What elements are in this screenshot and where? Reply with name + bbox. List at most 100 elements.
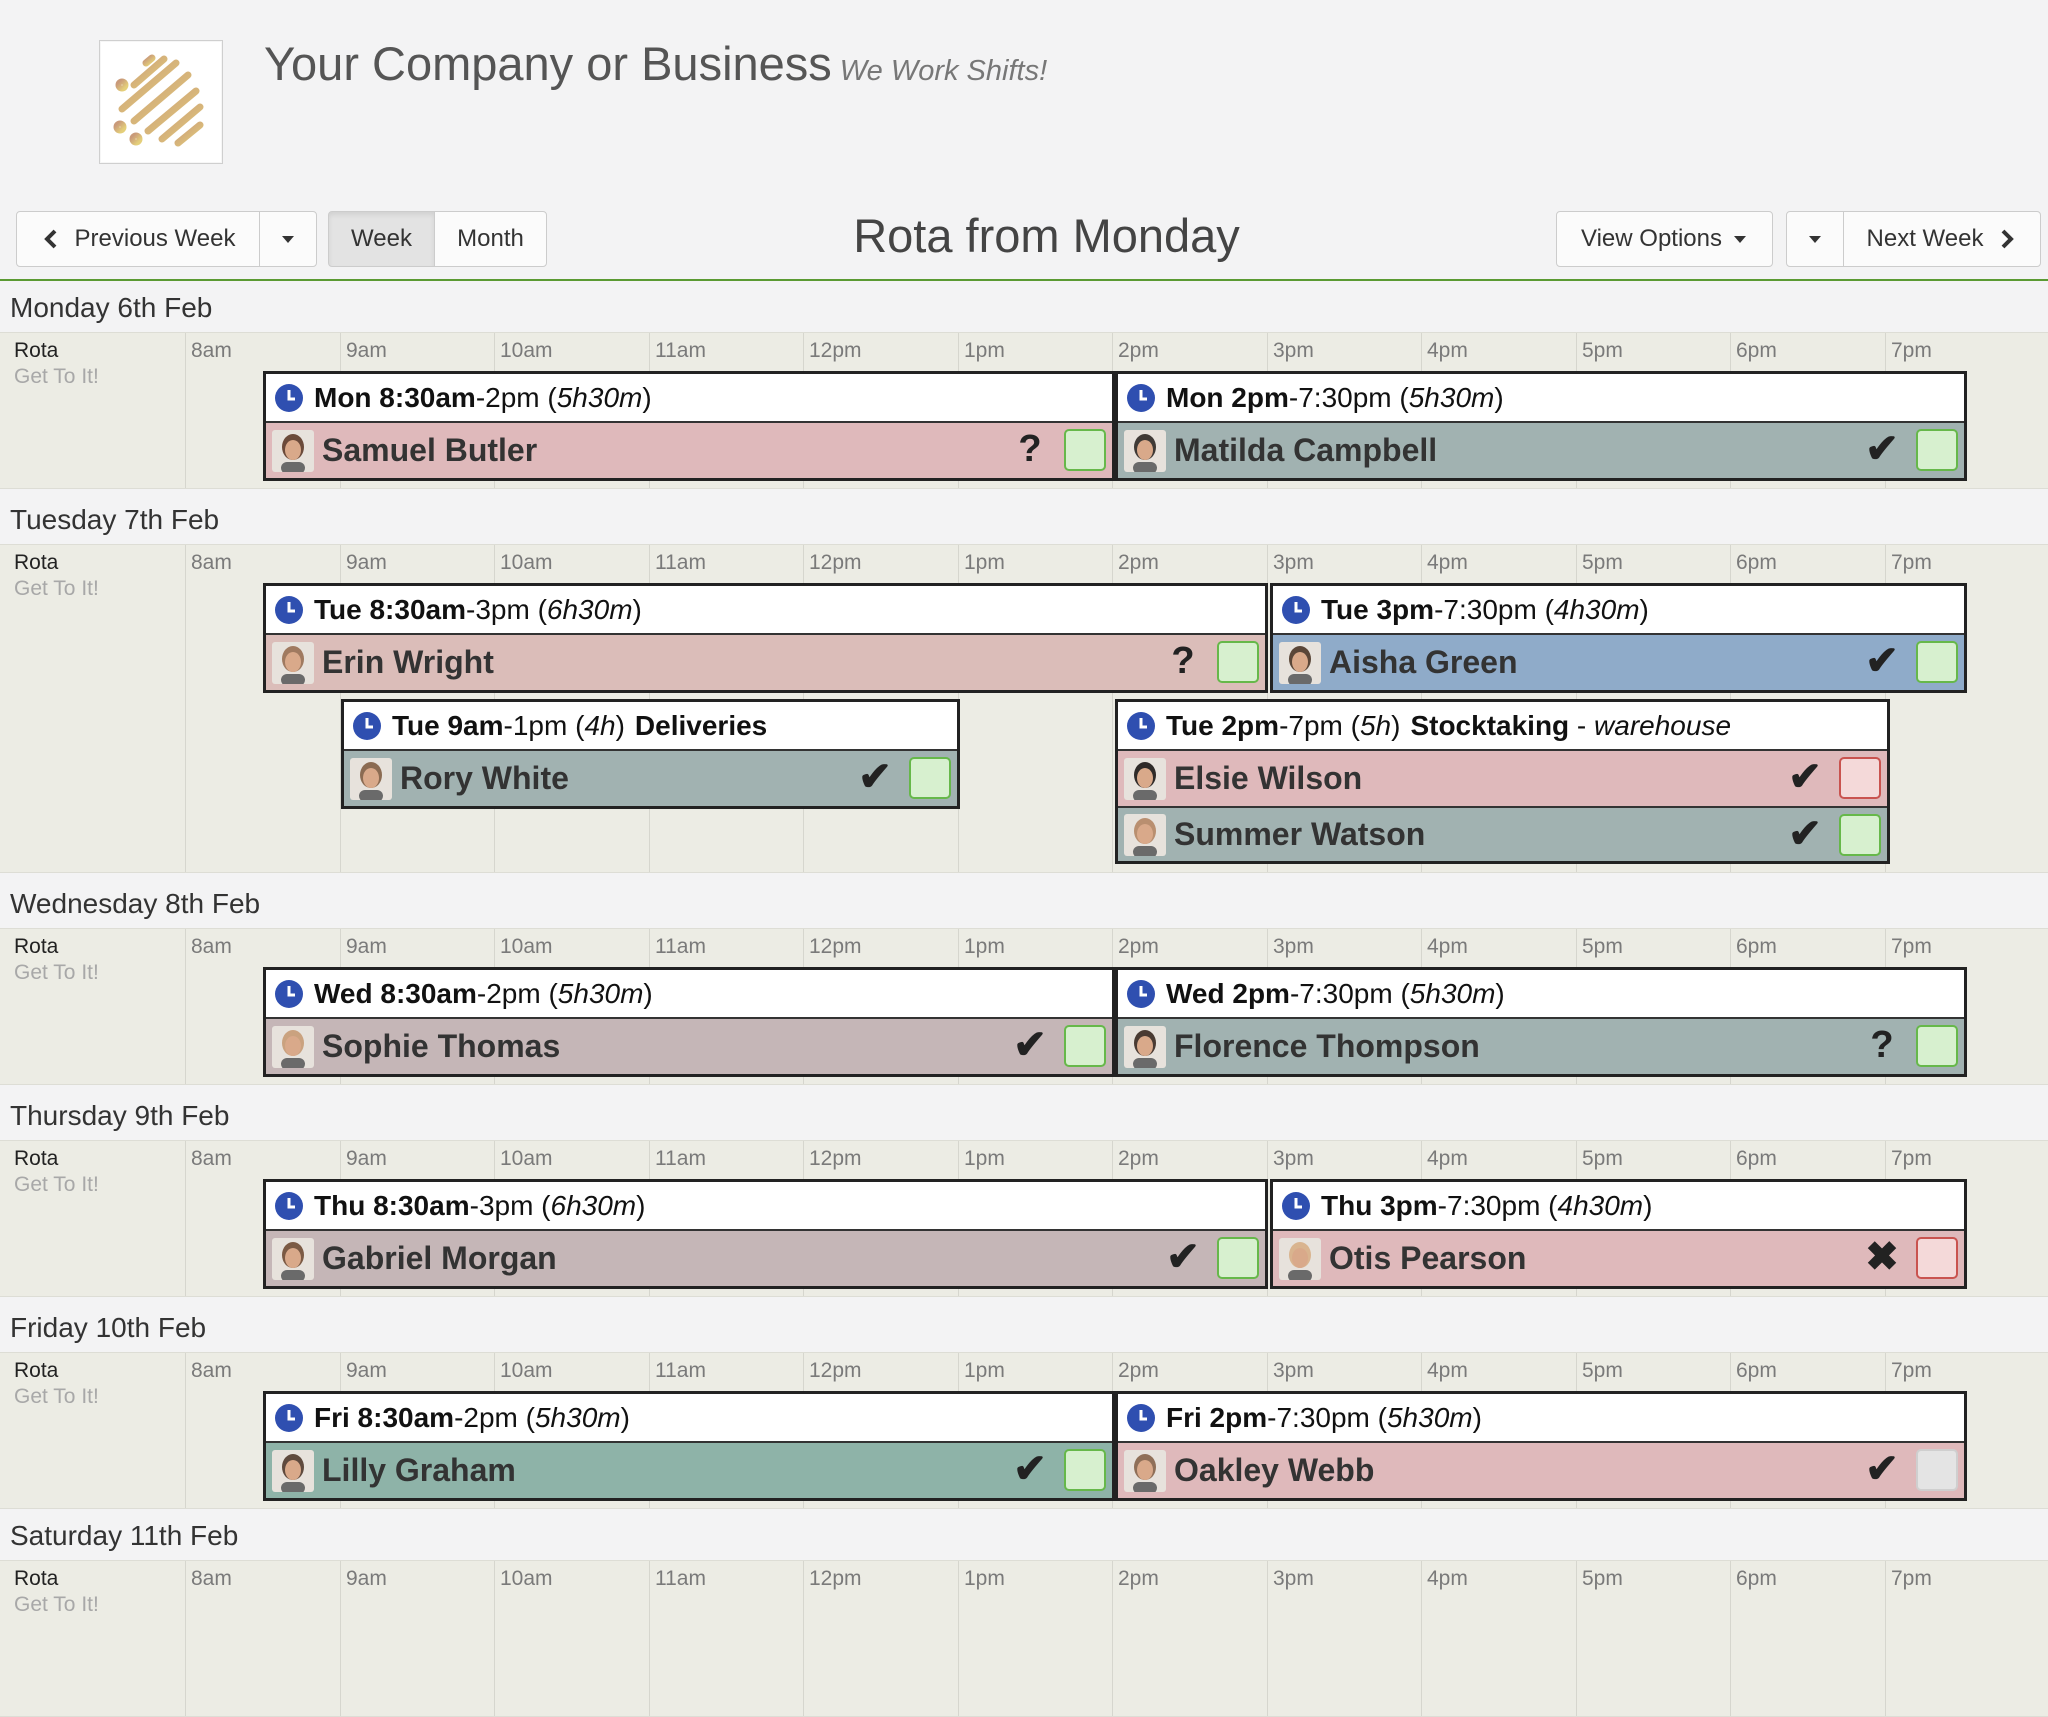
shift-card[interactable]: Mon 8:30am -2pm (5h30m) Samuel Butler?	[263, 371, 1115, 481]
person-name[interactable]: Erin Wright	[322, 644, 494, 680]
confirm-checkbox[interactable]	[1839, 814, 1881, 856]
confirm-checkbox[interactable]	[1916, 429, 1958, 471]
company-tagline: We Work Shifts!	[839, 55, 1048, 87]
hour-label: 8am	[191, 935, 232, 958]
rota-subtitle: Get To It!	[14, 1173, 99, 1196]
confirm-checkbox[interactable]	[1064, 429, 1106, 471]
shift-separator: -	[454, 1401, 464, 1433]
shift-header[interactable]: Wed 8:30am -2pm (5h30m)	[266, 970, 1112, 1019]
hour-label: 1pm	[964, 935, 1005, 958]
hour-label: 3pm	[1273, 1147, 1314, 1170]
hour-label: 6pm	[1736, 1567, 1777, 1590]
person-name[interactable]: Aisha Green	[1329, 644, 1518, 680]
hour-label: 2pm	[1118, 1567, 1159, 1590]
confirm-checkbox[interactable]	[1064, 1025, 1106, 1067]
shift-header[interactable]: Mon 2pm -7:30pm (5h30m)	[1118, 374, 1964, 423]
person-name[interactable]: Florence Thompson	[1174, 1028, 1480, 1064]
hour-label: 4pm	[1427, 339, 1468, 362]
assigned-person[interactable]: Sophie Thomas ✔	[266, 1019, 1112, 1074]
hour-label: 9am	[346, 1147, 387, 1170]
shift-header[interactable]: Tue 3pm -7:30pm (4h30m)	[1273, 586, 1964, 635]
person-name[interactable]: Rory White	[400, 760, 569, 796]
shift-card[interactable]: Tue 2pm -7pm (5h) Stocktaking - warehouse E…	[1115, 699, 1890, 864]
assigned-person[interactable]: Rory White ✔	[344, 751, 957, 806]
assigned-person[interactable]: Matilda Campbell ✔	[1118, 423, 1964, 478]
day-heading: Monday 6th Feb	[10, 292, 213, 323]
week-view-button[interactable]: Week	[328, 211, 435, 267]
check-icon: ✔	[1166, 1235, 1200, 1279]
shift-header[interactable]: Thu 3pm -7:30pm (4h30m)	[1273, 1182, 1964, 1231]
person-name[interactable]: Samuel Butler	[322, 432, 538, 468]
shift-card[interactable]: Tue 9am -1pm (4h) Deliveries Rory White ✔	[341, 699, 960, 809]
week-view-label: Week	[351, 225, 412, 252]
day-heading: Tuesday 7th Feb	[10, 504, 220, 535]
shift-header[interactable]: Thu 8:30am -3pm (6h30m)	[266, 1182, 1265, 1231]
hour-label: 2pm	[1118, 935, 1159, 958]
confirm-checkbox[interactable]	[1064, 1449, 1106, 1491]
shift-end: 7:30pm	[1447, 1189, 1541, 1221]
shift-card[interactable]: Wed 8:30am -2pm (5h30m) Sophie Thomas ✔	[263, 967, 1115, 1077]
view-options-button[interactable]: View Options	[1556, 211, 1773, 267]
shift-card[interactable]: Fri 8:30am -2pm (5h30m) Lilly Graham ✔	[263, 1391, 1115, 1501]
clock-icon	[1127, 1403, 1155, 1432]
assigned-person[interactable]: Lilly Graham ✔	[266, 1443, 1112, 1498]
confirm-checkbox[interactable]	[1217, 641, 1259, 683]
shift-header[interactable]: Wed 2pm -7:30pm (5h30m)	[1118, 970, 1964, 1019]
confirm-checkbox[interactable]	[1916, 641, 1958, 683]
shift-header[interactable]: Tue 9am -1pm (4h) Deliveries	[344, 702, 957, 751]
person-name[interactable]: Lilly Graham	[322, 1452, 516, 1488]
assigned-person[interactable]: Gabriel Morgan ✔	[266, 1231, 1265, 1286]
shift-start: Fri 8:30am	[314, 1401, 455, 1433]
assigned-person[interactable]: Otis Pearson ✖	[1273, 1231, 1964, 1286]
check-icon: ✔	[1865, 427, 1899, 471]
hour-label: 3pm	[1273, 551, 1314, 574]
person-name[interactable]: Oakley Webb	[1174, 1452, 1375, 1488]
clock-icon	[275, 1191, 303, 1220]
shift-card[interactable]: Fri 2pm -7:30pm (5h30m) Oakley Webb ✔	[1115, 1391, 1967, 1501]
shift-header[interactable]: Mon 8:30am -2pm (5h30m)	[266, 374, 1112, 423]
assigned-person[interactable]: Erin Wright?	[266, 635, 1265, 690]
hour-label: 11am	[655, 1359, 706, 1382]
shift-header[interactable]: Fri 2pm -7:30pm (5h30m)	[1118, 1394, 1964, 1443]
rota-label: Rota	[14, 935, 59, 958]
assigned-person[interactable]: Samuel Butler?	[266, 423, 1112, 478]
clock-icon	[1282, 595, 1310, 624]
confirm-checkbox[interactable]	[1916, 1449, 1958, 1491]
confirm-checkbox[interactable]	[1217, 1237, 1259, 1279]
hour-label: 9am	[346, 935, 387, 958]
shift-start: Fri 2pm	[1166, 1401, 1268, 1433]
confirm-checkbox[interactable]	[1916, 1025, 1958, 1067]
month-view-button[interactable]: Month	[434, 211, 547, 267]
shift-card[interactable]: Thu 3pm -7:30pm (4h30m) Otis Pearson ✖	[1270, 1179, 1967, 1289]
person-name[interactable]: Matilda Campbell	[1174, 432, 1438, 468]
assigned-person[interactable]: Summer Watson ✔	[1118, 806, 1887, 861]
page-title: Rota from Monday	[853, 209, 1240, 262]
shift-card[interactable]: Tue 8:30am -3pm (6h30m) Erin Wright?	[263, 583, 1268, 693]
assigned-person[interactable]: Aisha Green ✔	[1273, 635, 1964, 690]
previous-week-button[interactable]: Previous Week	[16, 211, 260, 267]
next-week-button[interactable]: Next Week	[1843, 211, 2041, 267]
avatar	[272, 641, 314, 684]
shift-card[interactable]: Tue 3pm -7:30pm (4h30m) Aisha Green ✔	[1270, 583, 1967, 693]
hour-label: 11am	[655, 339, 706, 362]
assigned-person[interactable]: Elsie Wilson ✔	[1118, 751, 1887, 806]
assigned-person[interactable]: Oakley Webb ✔	[1118, 1443, 1964, 1498]
person-name[interactable]: Summer Watson	[1174, 816, 1426, 852]
confirm-checkbox[interactable]	[1916, 1237, 1958, 1279]
shift-card[interactable]: Wed 2pm -7:30pm (5h30m) Florence Thompson?	[1115, 967, 1967, 1077]
shift-header[interactable]: Tue 8:30am -3pm (6h30m)	[266, 586, 1265, 635]
hour-label: 3pm	[1273, 339, 1314, 362]
shift-header[interactable]: Fri 8:30am -2pm (5h30m)	[266, 1394, 1112, 1443]
shift-header[interactable]: Tue 2pm -7pm (5h) Stocktaking - warehouse	[1118, 702, 1887, 751]
shift-card[interactable]: Thu 8:30am -3pm (6h30m) Gabriel Morgan ✔	[263, 1179, 1268, 1289]
person-name[interactable]: Elsie Wilson	[1174, 760, 1363, 796]
person-name[interactable]: Otis Pearson	[1329, 1240, 1527, 1276]
person-name[interactable]: Gabriel Morgan	[322, 1240, 557, 1276]
previous-week-dropdown-button[interactable]	[259, 211, 317, 267]
assigned-person[interactable]: Florence Thompson?	[1118, 1019, 1964, 1074]
next-week-dropdown-button[interactable]	[1786, 211, 1844, 267]
shift-card[interactable]: Mon 2pm -7:30pm (5h30m) Matilda Campbell ✔	[1115, 371, 1967, 481]
person-name[interactable]: Sophie Thomas	[322, 1028, 561, 1064]
confirm-checkbox[interactable]	[1839, 757, 1881, 799]
confirm-checkbox[interactable]	[909, 757, 951, 799]
